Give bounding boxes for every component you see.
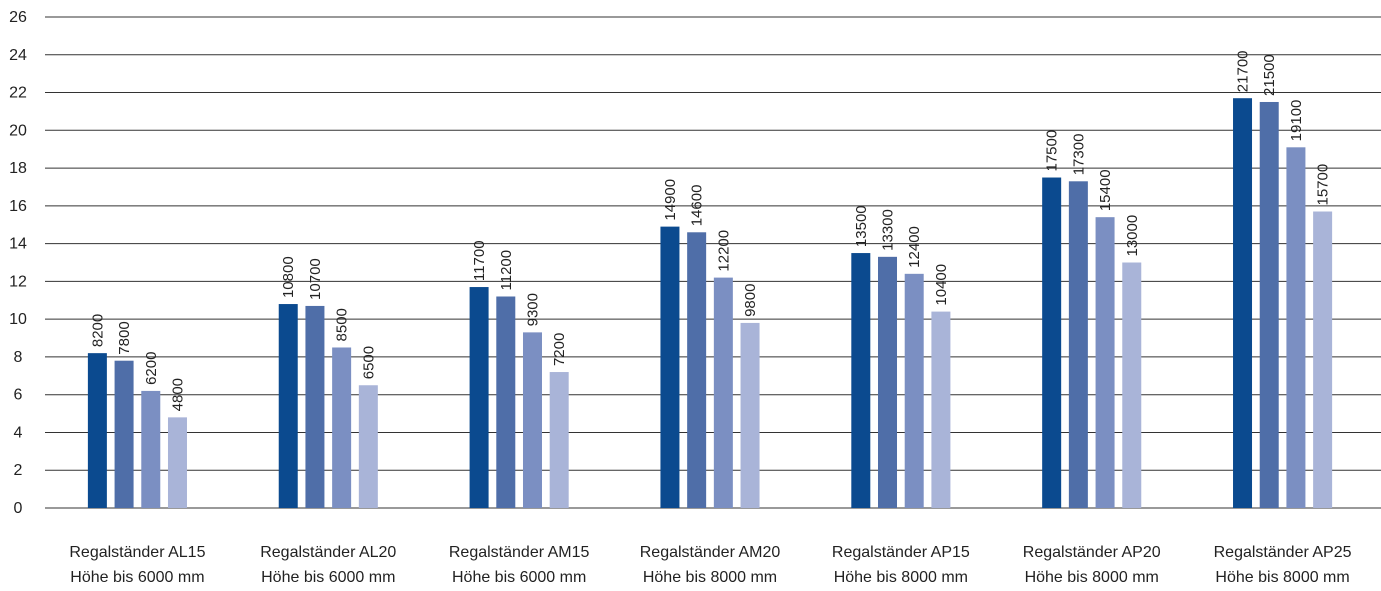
y-tick-label: 26 xyxy=(9,9,27,26)
data-label: 7200 xyxy=(551,333,568,366)
category-label: Höhe bis 8000 mm xyxy=(834,569,968,586)
y-tick-label: 6 xyxy=(14,387,23,404)
data-label: 21700 xyxy=(1235,50,1252,92)
data-label: 4800 xyxy=(169,378,186,411)
y-tick-label: 20 xyxy=(9,122,27,139)
category-label: Höhe bis 8000 mm xyxy=(1215,569,1349,586)
y-tick-label: 22 xyxy=(9,85,27,102)
bar xyxy=(740,322,760,508)
bar xyxy=(87,353,107,508)
bar xyxy=(358,385,378,508)
category-label: Regalständer AL20 xyxy=(260,544,396,561)
category-label: Höhe bis 6000 mm xyxy=(452,569,586,586)
data-label: 13500 xyxy=(853,205,870,247)
category-label: Regalständer AM15 xyxy=(449,544,590,561)
bar xyxy=(332,347,352,508)
data-label: 12400 xyxy=(906,226,923,268)
data-label: 17500 xyxy=(1044,130,1061,172)
bar xyxy=(713,277,733,508)
bar xyxy=(1286,147,1306,509)
data-label: 10800 xyxy=(280,256,297,298)
y-tick-label: 4 xyxy=(14,424,23,441)
data-labels: 8200 7800 6200 4800 10800 10700 8500 6500 11700 1… xyxy=(89,50,1331,411)
category-label: Höhe bis 8000 mm xyxy=(1025,569,1159,586)
data-label: 10400 xyxy=(933,264,950,306)
data-label: 15400 xyxy=(1097,169,1114,211)
y-tick-label: 12 xyxy=(9,273,27,290)
bar xyxy=(496,296,516,508)
data-label: 17300 xyxy=(1070,134,1087,176)
data-label: 7800 xyxy=(116,321,133,354)
bar xyxy=(1068,181,1088,509)
bar xyxy=(904,273,924,508)
bar xyxy=(687,232,707,509)
data-label: 9300 xyxy=(524,293,541,326)
data-label: 19100 xyxy=(1288,100,1305,142)
gridlines xyxy=(45,16,1381,509)
data-label: 6500 xyxy=(360,346,377,379)
data-label: 13000 xyxy=(1124,215,1141,257)
category-labels: Regalständer AL15 Höhe bis 6000 mm Regalst… xyxy=(69,544,1351,586)
bar xyxy=(1122,262,1142,508)
bar xyxy=(1042,177,1062,508)
data-label: 8500 xyxy=(334,308,351,341)
category-label: Regalständer AL15 xyxy=(69,544,205,561)
bar xyxy=(141,390,161,508)
y-tick-label: 18 xyxy=(9,160,27,177)
category-label: Höhe bis 8000 mm xyxy=(643,569,777,586)
bar xyxy=(851,253,871,508)
bar xyxy=(931,311,951,508)
data-label: 12200 xyxy=(715,230,732,272)
bar xyxy=(1095,217,1115,508)
bar xyxy=(469,287,489,508)
data-label: 13300 xyxy=(880,209,897,251)
category-label: Regalständer AP15 xyxy=(832,544,970,561)
bar xyxy=(878,256,898,508)
category-label: Höhe bis 6000 mm xyxy=(261,569,395,586)
data-label: 15700 xyxy=(1315,164,1332,206)
data-label: 9800 xyxy=(742,284,759,317)
data-label: 11700 xyxy=(471,240,488,281)
y-tick-label: 14 xyxy=(9,236,27,253)
bar xyxy=(1259,101,1279,508)
data-label: 11200 xyxy=(498,250,515,291)
data-label: 10700 xyxy=(307,258,324,300)
bar xyxy=(1233,98,1253,508)
category-label: Regalständer AP25 xyxy=(1214,544,1352,561)
bar xyxy=(660,226,680,508)
data-label: 14600 xyxy=(689,185,706,227)
bar xyxy=(1313,211,1333,508)
data-label: 21500 xyxy=(1261,54,1278,96)
bar xyxy=(167,417,187,508)
bar xyxy=(305,305,325,508)
y-tick-label: 8 xyxy=(14,349,23,366)
y-tick-label: 0 xyxy=(14,500,23,517)
bar xyxy=(549,372,569,508)
data-label: 6200 xyxy=(143,352,160,385)
category-label: Regalständer AP20 xyxy=(1023,544,1161,561)
data-label: 8200 xyxy=(89,314,106,347)
y-tick-label: 10 xyxy=(9,311,27,328)
data-label: 14900 xyxy=(662,179,679,221)
bar xyxy=(278,304,298,508)
bar xyxy=(114,360,134,508)
y-tick-label: 16 xyxy=(9,198,27,215)
bar xyxy=(522,332,542,508)
category-label: Höhe bis 6000 mm xyxy=(70,569,204,586)
category-label: Regalständer AM20 xyxy=(640,544,781,561)
y-tick-label: 2 xyxy=(14,462,23,479)
bars xyxy=(87,98,1333,509)
y-tick-label: 24 xyxy=(9,47,27,64)
